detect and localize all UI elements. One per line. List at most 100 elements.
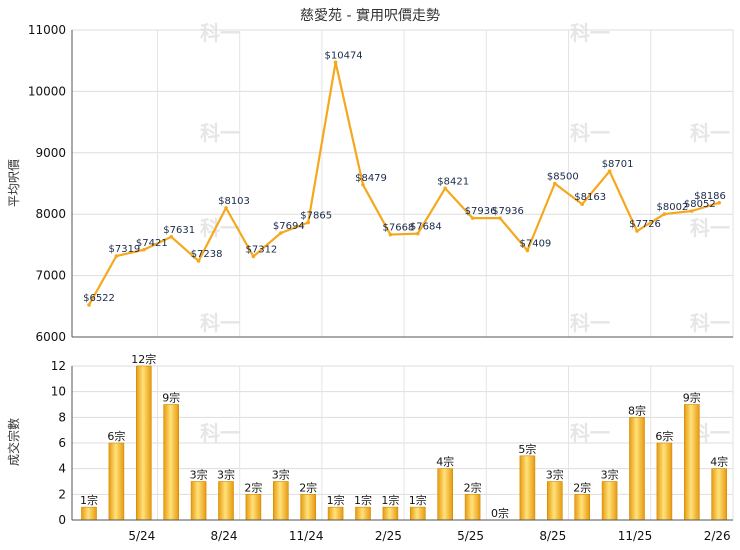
price-data-label: $8500	[547, 172, 579, 183]
price-point	[142, 247, 146, 252]
price-point	[196, 259, 201, 263]
bar-data-label: 1宗	[409, 493, 427, 507]
bar-y-tick-label: 0	[58, 513, 66, 527]
watermark-text: 科一	[200, 121, 240, 145]
bar-y-tick-label: 8	[58, 410, 66, 424]
price-data-label: $8163	[574, 192, 606, 203]
bar-data-label: 8宗	[628, 403, 646, 417]
volume-bar	[300, 494, 317, 521]
price-data-label: $8103	[218, 196, 250, 207]
price-point	[114, 254, 119, 258]
price-point	[635, 229, 639, 233]
bar-data-label: 4宗	[436, 455, 454, 469]
bar-data-label: 1宗	[354, 493, 372, 507]
bar-data-label: 1宗	[80, 493, 98, 507]
price-point	[553, 181, 557, 186]
price-point	[580, 202, 584, 206]
price-data-label: $7936	[465, 206, 497, 217]
price-point	[169, 235, 173, 239]
bar-data-label: 3宗	[190, 468, 208, 482]
bar-chart-grid: 0 2 4 6 8 10 12	[51, 359, 734, 527]
watermark-text: 科一	[200, 311, 240, 335]
volume-bar	[519, 455, 536, 521]
volume-bar	[546, 481, 563, 521]
volume-bar	[656, 442, 673, 521]
price-data-label: $8052	[684, 199, 716, 210]
volume-bar	[437, 468, 454, 521]
watermark-text: 科一	[200, 421, 240, 445]
price-data-label: $7319	[108, 244, 140, 255]
volume-bar	[163, 404, 179, 521]
price-data-label: $7694	[273, 221, 305, 232]
price-data-label: $8186	[694, 191, 726, 202]
plot-frame	[71, 29, 734, 338]
price-data-label: $8421	[437, 176, 469, 187]
x-tick-label: 2/25	[375, 529, 402, 543]
price-data-label: $7865	[300, 210, 332, 221]
bar-data-label: 2宗	[299, 480, 317, 494]
bar-data-label: 2宗	[464, 480, 482, 494]
bar-y-tick-label: 10	[51, 385, 66, 399]
price-data-label: $7631	[163, 225, 195, 236]
price-point	[251, 254, 256, 259]
price-point	[87, 303, 91, 307]
bar-data-label: 6宗	[107, 429, 125, 443]
price-point	[361, 182, 365, 187]
watermark-text: 科一	[200, 21, 240, 45]
volume-bar	[574, 494, 591, 521]
price-data-label: $7238	[191, 249, 223, 260]
volume-bar	[108, 442, 125, 521]
bar-y-tick-label: 2	[58, 487, 66, 501]
line-y-tick-label: 7000	[35, 269, 66, 283]
bar-data-label: 5宗	[518, 442, 536, 456]
bar-data-label: 4宗	[710, 455, 728, 469]
price-point	[470, 216, 475, 220]
bar-y-tick-label: 4	[58, 462, 66, 476]
price-point	[279, 231, 283, 235]
volume-bar	[327, 506, 344, 521]
watermark-text: 科一	[570, 121, 610, 145]
price-point	[306, 220, 311, 225]
price-point	[443, 186, 448, 191]
watermark-text: 科一	[570, 21, 610, 45]
volume-bar	[81, 506, 97, 521]
price-data-label: $7684	[410, 222, 442, 233]
volume-bar	[464, 494, 481, 521]
volume-bar	[355, 506, 371, 521]
bar-data-label: 0宗	[491, 506, 509, 520]
price-data-label: $7312	[245, 244, 277, 255]
volume-bar	[629, 417, 645, 521]
volume-bar	[683, 404, 700, 521]
volume-bar	[190, 481, 207, 521]
bar-data-label: 3宗	[601, 468, 619, 482]
volume-bar	[245, 494, 262, 521]
price-point	[525, 248, 530, 253]
price-data-label: $7936	[492, 206, 524, 217]
line-y-tick-label: 11000	[28, 23, 66, 37]
price-line	[88, 61, 720, 306]
bar-data-label: 3宗	[546, 468, 564, 482]
price-point	[717, 200, 721, 205]
x-tick-label: 8/25	[539, 529, 566, 543]
price-point	[690, 209, 694, 213]
bar-data-label: 6宗	[655, 429, 673, 443]
price-point	[607, 169, 612, 173]
line-y-axis-label: 平均呎價	[7, 159, 21, 207]
price-point	[224, 206, 228, 210]
line-y-tick-label: 9000	[35, 146, 66, 160]
x-tick-label: 5/24	[128, 529, 155, 543]
price-data-label: $7421	[136, 238, 168, 249]
price-data-label: $7409	[519, 238, 551, 249]
volume-bar	[711, 468, 728, 521]
bar-data-label: 2宗	[244, 480, 262, 494]
volume-bar	[136, 365, 152, 521]
bar-data-label: 1宗	[381, 493, 399, 507]
price-data-label: $8002	[656, 202, 688, 213]
line-y-tick-label: 10000	[28, 84, 66, 98]
price-point	[416, 231, 420, 236]
volume-bar	[218, 481, 234, 521]
bar-series: 1宗 6宗 12宗 9宗 3宗 3宗 2宗 3宗 2宗 1宗 1宗 1宗 1宗 4宗 2宗 0宗 5宗 3宗 2宗 3…	[80, 352, 728, 521]
volume-bar	[272, 481, 289, 521]
watermark-text: 科一	[690, 216, 730, 240]
